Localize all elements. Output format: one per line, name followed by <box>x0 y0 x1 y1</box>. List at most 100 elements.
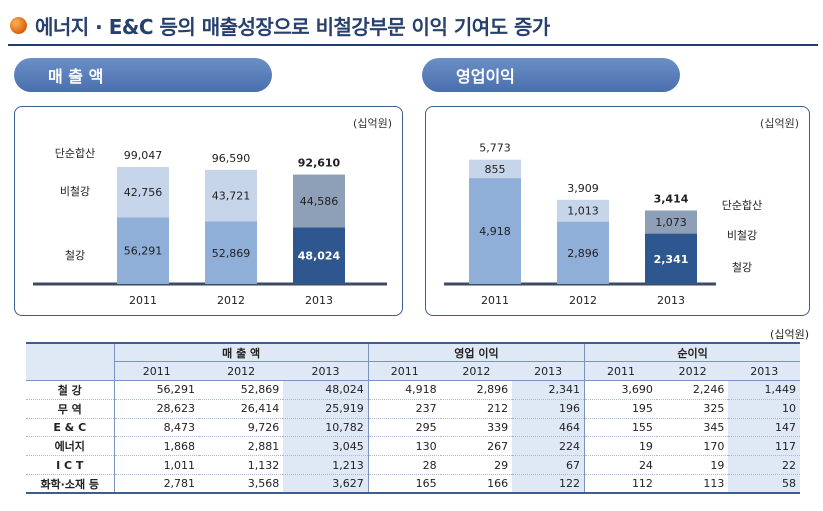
bar-segment-nonsteel <box>645 210 697 234</box>
table-cell: 113 <box>656 474 729 495</box>
table-cell: 8,473 <box>113 418 200 438</box>
table-cell: 3,627 <box>283 474 369 495</box>
table-cell: 147 <box>728 418 800 438</box>
table-cell: 56,291 <box>113 380 200 400</box>
table-cell: 3,045 <box>283 436 369 457</box>
table-cell: 52,869 <box>199 380 284 400</box>
financial-table: 매 출 액 영업 이익 순이익 2011 2012 2013 2011 2012… <box>26 342 800 495</box>
data-label-total: 3,909 <box>567 182 599 195</box>
data-label-steel: 2,341 <box>654 253 689 266</box>
bar-segment-steel <box>557 221 609 284</box>
operating-profit-tab-header: 영업이익 <box>422 58 680 92</box>
table-cell: 19 <box>584 436 657 457</box>
group-header-net-income: 순이익 <box>584 342 800 363</box>
table-cell: 237 <box>367 399 441 419</box>
op-unit-label: (십억원) <box>760 117 799 130</box>
x-tick-label: 2011 <box>129 294 157 307</box>
table-unit-label: (십억원) <box>770 328 809 341</box>
table-cell: 29 <box>440 455 513 476</box>
bar-segment-nonsteel <box>557 199 609 222</box>
table-cell: 325 <box>656 399 729 419</box>
table-cell: 1,213 <box>283 455 369 476</box>
bar-segment-steel <box>205 221 257 284</box>
table-cell: 165 <box>367 474 441 495</box>
table-body: 철 강 56,291 52,869 48,024 4,918 2,896 2,341 3,69… <box>26 380 800 495</box>
x-tick-label: 2011 <box>481 294 509 307</box>
table-row-label: 무 역 <box>26 399 115 419</box>
data-label-nonsteel: 1,013 <box>567 205 599 218</box>
data-label-steel: 52,869 <box>212 247 251 260</box>
data-label-steel: 4,918 <box>479 225 511 238</box>
table-cell: 10 <box>728 399 800 419</box>
table-corner <box>26 342 114 382</box>
table-cell: 58 <box>728 474 800 495</box>
bar-segment-steel <box>293 227 345 284</box>
x-tick-label: 2013 <box>657 294 685 307</box>
table-cell: 295 <box>367 418 441 438</box>
table-cell: 3,568 <box>199 474 284 495</box>
table-cell: 155 <box>584 418 657 438</box>
data-label-nonsteel: 855 <box>485 163 506 176</box>
table-cell: 2,246 <box>656 380 729 400</box>
table-cell: 117 <box>728 436 800 457</box>
data-label-total: 3,414 <box>654 192 689 205</box>
x-tick-label: 2012 <box>217 294 245 307</box>
table-cell: 25,919 <box>283 399 369 419</box>
table-cell: 122 <box>512 474 585 495</box>
table-cell: 2,881 <box>199 436 284 457</box>
table-cell: 1,868 <box>113 436 200 457</box>
table-row: I C T 1,011 1,132 1,213 28 29 67 24 19 22 <box>26 455 800 476</box>
year-header: 2012 <box>199 361 284 382</box>
table-cell: 3,690 <box>584 380 657 400</box>
table-cell: 22 <box>728 455 800 476</box>
bar-segment-nonsteel <box>469 159 521 179</box>
row-label: 비철강 <box>727 229 757 242</box>
data-label-total: 5,773 <box>479 142 511 155</box>
table-cell: 28,623 <box>113 399 200 419</box>
data-label-total: 96,590 <box>212 152 251 165</box>
table-cell: 195 <box>584 399 657 419</box>
group-header-operating-profit: 영업 이익 <box>367 342 585 363</box>
data-label-nonsteel: 44,586 <box>300 195 339 208</box>
table-row: 화학·소재 등 2,781 3,568 3,627 165 166 122 112 113 58 <box>26 474 800 495</box>
table-year-header-row: 2011 2012 2013 2011 2012 2013 2011 2012 … <box>26 361 800 382</box>
table-cell: 10,782 <box>283 418 369 438</box>
table-row: 철 강 56,291 52,869 48,024 4,918 2,896 2,341 3,69… <box>26 380 800 400</box>
data-label-steel: 48,024 <box>298 250 341 263</box>
table-cell: 28 <box>367 455 441 476</box>
year-header: 2012 <box>656 361 729 382</box>
row-label: 단순합산 <box>722 199 762 212</box>
bar-segment-steel <box>645 233 697 284</box>
bar-segment-nonsteel <box>293 174 345 228</box>
table-row-label: 철 강 <box>26 380 115 400</box>
table-row-label: 화학·소재 등 <box>26 474 115 495</box>
table-cell: 345 <box>656 418 729 438</box>
table-cell: 1,011 <box>113 455 200 476</box>
sales-chart-panel: (십억원) 단순합산 비철강 철강 56,291 42,756 99,047 2011 52,… <box>14 106 403 316</box>
table-cell: 196 <box>512 399 585 419</box>
table-cell: 212 <box>440 399 513 419</box>
data-label-nonsteel: 42,756 <box>124 186 163 199</box>
x-tick-label: 2012 <box>569 294 597 307</box>
table-cell: 26,414 <box>199 399 284 419</box>
table-cell: 1,132 <box>199 455 284 476</box>
table-cell: 130 <box>367 436 441 457</box>
year-header: 2011 <box>367 361 441 382</box>
table-cell: 9,726 <box>199 418 284 438</box>
title-bar: 에너지 · E&C 등의 매출성장으로 비철강부문 이익 기여도 증가 <box>10 8 550 42</box>
table-cell: 48,024 <box>283 380 369 400</box>
table-cell: 1,449 <box>728 380 800 400</box>
table-cell: 112 <box>584 474 657 495</box>
table-cell: 464 <box>512 418 585 438</box>
table-group-header-row: 매 출 액 영업 이익 순이익 <box>26 342 800 382</box>
year-header: 2013 <box>512 361 585 382</box>
table-cell: 2,896 <box>440 380 513 400</box>
sales-tab-header: 매 출 액 <box>14 58 272 92</box>
table-row: 무 역 28,623 26,414 25,919 237 212 196 195 325 10 <box>26 399 800 419</box>
sales-unit-label: (십억원) <box>353 117 392 130</box>
data-label-steel: 2,896 <box>567 247 599 260</box>
table-cell: 166 <box>440 474 513 495</box>
bar-segment-steel <box>117 217 169 284</box>
